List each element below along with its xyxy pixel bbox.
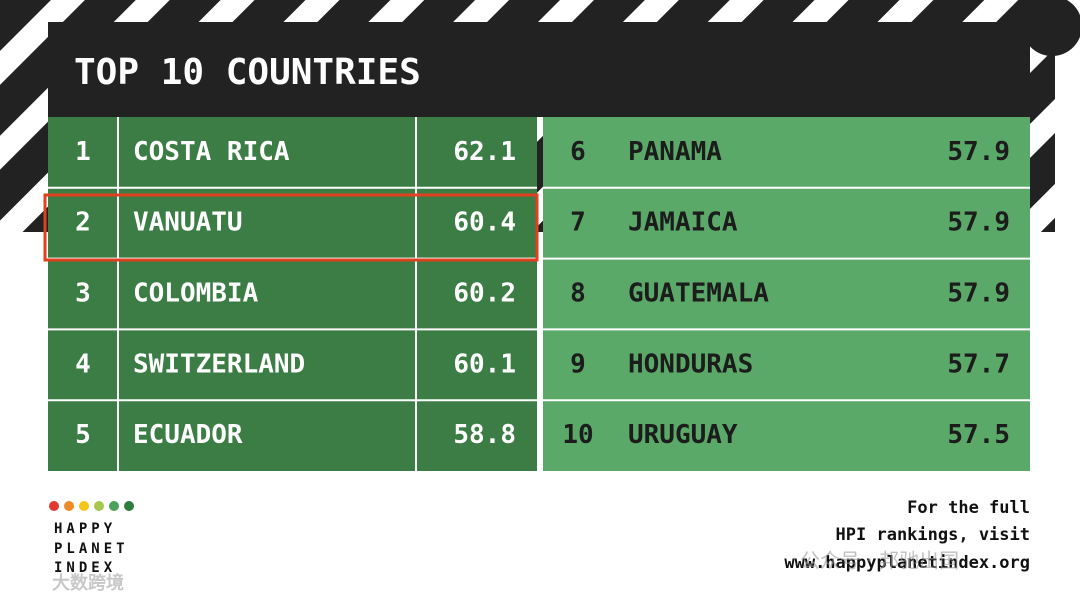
score: 57.7 bbox=[947, 349, 1010, 379]
rank: 3 bbox=[75, 279, 91, 309]
score: 57.9 bbox=[947, 208, 1010, 238]
country: COLOMBIA bbox=[133, 279, 259, 309]
score: 60.1 bbox=[453, 349, 516, 379]
title: TOP 10 COUNTRIES bbox=[74, 52, 421, 93]
rank: 6 bbox=[570, 137, 586, 167]
country: ECUADOR bbox=[133, 420, 243, 450]
watermark: 公众号 · 邦驰出国 bbox=[800, 549, 959, 573]
left-table bbox=[48, 117, 537, 471]
country: PANAMA bbox=[628, 137, 722, 167]
rank: 7 bbox=[570, 208, 586, 238]
rank: 9 bbox=[570, 349, 586, 379]
rank: 10 bbox=[562, 420, 593, 450]
right-table bbox=[543, 117, 1030, 471]
rank: 4 bbox=[75, 349, 91, 379]
country: SWITZERLAND bbox=[133, 349, 305, 379]
score: 57.9 bbox=[947, 279, 1010, 309]
country: HONDURAS bbox=[628, 349, 753, 379]
score: 62.1 bbox=[453, 137, 516, 167]
country: GUATEMALA bbox=[628, 279, 769, 309]
logo-text: PLANET bbox=[54, 541, 129, 557]
score: 57.5 bbox=[947, 420, 1010, 450]
country: VANUATU bbox=[133, 208, 243, 238]
score: 58.8 bbox=[453, 420, 516, 450]
rank: 5 bbox=[75, 420, 91, 450]
rank: 1 bbox=[75, 137, 91, 167]
country: COSTA RICA bbox=[133, 137, 290, 167]
footer-link[interactable]: www.happyplanetindex.org bbox=[784, 553, 1030, 573]
logo-dots bbox=[49, 501, 134, 511]
watermark: 大数跨境 bbox=[52, 572, 124, 594]
logo-text: HAPPY bbox=[54, 521, 116, 537]
country: URUGUAY bbox=[628, 420, 738, 450]
footer-text: For the full bbox=[907, 498, 1030, 518]
logo-text: INDEX bbox=[54, 560, 116, 576]
rank: 8 bbox=[570, 279, 586, 309]
footer-text: HPI rankings, visit bbox=[836, 525, 1030, 545]
header-band bbox=[48, 22, 1030, 117]
score: 60.2 bbox=[453, 279, 516, 309]
rank: 2 bbox=[75, 208, 91, 238]
country: JAMAICA bbox=[628, 208, 738, 238]
score: 57.9 bbox=[947, 137, 1010, 167]
highlight-box bbox=[43, 193, 539, 262]
corner-shape bbox=[1022, 0, 1080, 56]
score: 60.4 bbox=[453, 208, 516, 238]
